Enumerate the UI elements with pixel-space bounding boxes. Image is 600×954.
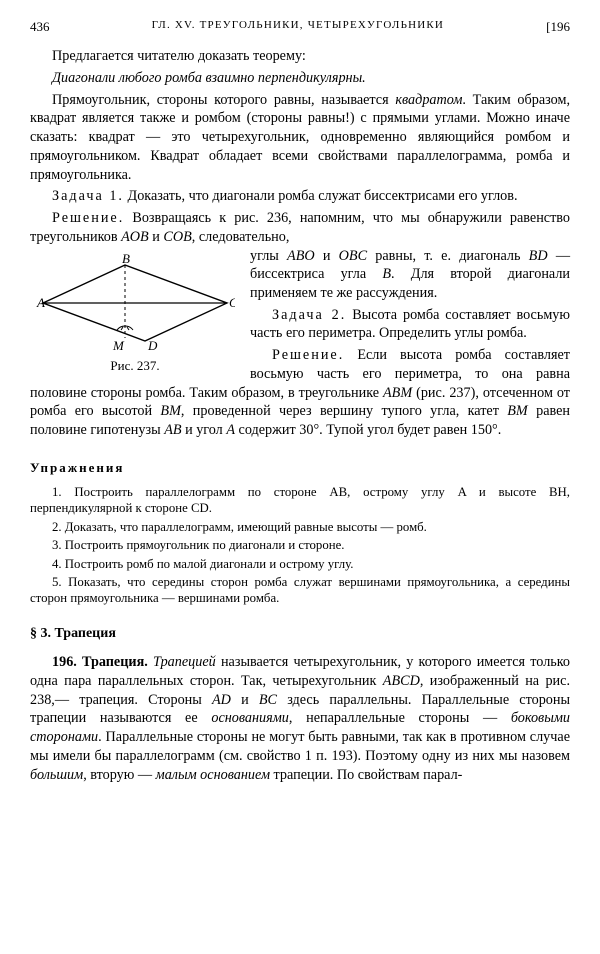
side-ad: AD (212, 692, 231, 708)
term-bases: основаниями (211, 710, 289, 726)
task-label: Задача 2. (272, 307, 346, 323)
exercise-5: 5. Показать, что середины сторон ромба с… (30, 574, 570, 607)
triangle-abm: ABM (383, 385, 412, 401)
angle-abo: ABO (287, 248, 315, 264)
label-m: M (112, 338, 125, 353)
text: . Параллельные стороны не могут быть рав… (30, 729, 570, 764)
text: содержит 30°. Тупой угол будет равен 150… (235, 422, 501, 438)
task-text: Доказать, что диагонали ромба служат бис… (124, 188, 518, 204)
text: углы (250, 248, 287, 264)
text: и угол (182, 422, 227, 438)
text: , непараллельные стороны — (289, 710, 511, 726)
figure-237: A B C D M Рис. 237. (30, 253, 240, 374)
text: и (149, 229, 164, 245)
label-c: C (229, 295, 235, 310)
label-d: D (147, 338, 158, 353)
exercise-3: 3. Построить прямоугольник по диагонали … (30, 537, 570, 553)
side-bc: BC (259, 692, 277, 708)
text: , проведенной через вершину тупого угла,… (181, 403, 507, 419)
intro-line: Предлагается читателю доказать теорему: (30, 47, 570, 66)
solution-label: Решение. (52, 210, 124, 226)
text: , вторую — (83, 767, 155, 783)
height-bm: BM (160, 403, 181, 419)
page-number-right: [196 (546, 18, 570, 35)
square-definition: Прямоугольник, стороны которого равны, н… (30, 91, 570, 185)
quad-abcd: ABCD (383, 673, 420, 689)
task-1-solution-start: Решение. Возвращаясь к рис. 236, напомни… (30, 209, 570, 246)
angle-a: A (226, 422, 235, 438)
task-label: Задача 1. (52, 188, 124, 204)
angle-obc: OBC (339, 248, 367, 264)
text: Прямоугольник, стороны которого равны, н… (52, 92, 395, 108)
diagonal-bd: BD (529, 248, 548, 264)
term-big-base: большим (30, 767, 83, 783)
exercise-4: 4. Построить ромб по малой диагонали и о… (30, 556, 570, 572)
theorem: Диагонали любого ромба взаимно перпендик… (30, 69, 570, 88)
paragraph-number: 196. Трапеция. (52, 654, 148, 670)
label-a: A (36, 295, 45, 310)
hypotenuse-ab: AB (164, 422, 181, 438)
section-196-body: 196. Трапеция. Трапецией называется четы… (30, 653, 570, 784)
text: и (231, 692, 259, 708)
page-header: 436 гл. XV. треугольники, четырехугольни… (30, 18, 570, 35)
text: и (315, 248, 339, 264)
triangle-aob: AOB (121, 229, 149, 245)
rhombus-diagram: A B C D M (35, 253, 235, 353)
angle-b: B (382, 266, 391, 282)
task-1: Задача 1. Доказать, что диагонали ромба … (30, 187, 570, 206)
solution-label: Решение. (272, 347, 344, 363)
section-3-title: § 3. Трапеция (30, 625, 570, 643)
text: равны, т. е. диагональ (367, 248, 529, 264)
term-square: квадратом (395, 92, 462, 108)
chapter-title: гл. XV. треугольники, четырехугольники (152, 18, 445, 35)
page-number-left: 436 (30, 18, 50, 35)
text: трапеции. По свойствам парал- (270, 767, 462, 783)
label-b: B (122, 253, 130, 266)
term-small-base: малым основанием (156, 767, 270, 783)
text: , следовательно, (192, 229, 290, 245)
page: 436 гл. XV. треугольники, четырехугольни… (0, 0, 600, 811)
triangle-cob: COB (163, 229, 191, 245)
exercise-2: 2. Доказать, что параллелограмм, имеющий… (30, 519, 570, 535)
exercises-heading: Упражнения (30, 459, 570, 476)
term-trapezoid: Трапецией (153, 654, 216, 670)
exercise-1: 1. Построить параллелограмм по стороне A… (30, 484, 570, 517)
height-bm-2: BM (507, 403, 528, 419)
figure-caption: Рис. 237. (30, 357, 240, 374)
